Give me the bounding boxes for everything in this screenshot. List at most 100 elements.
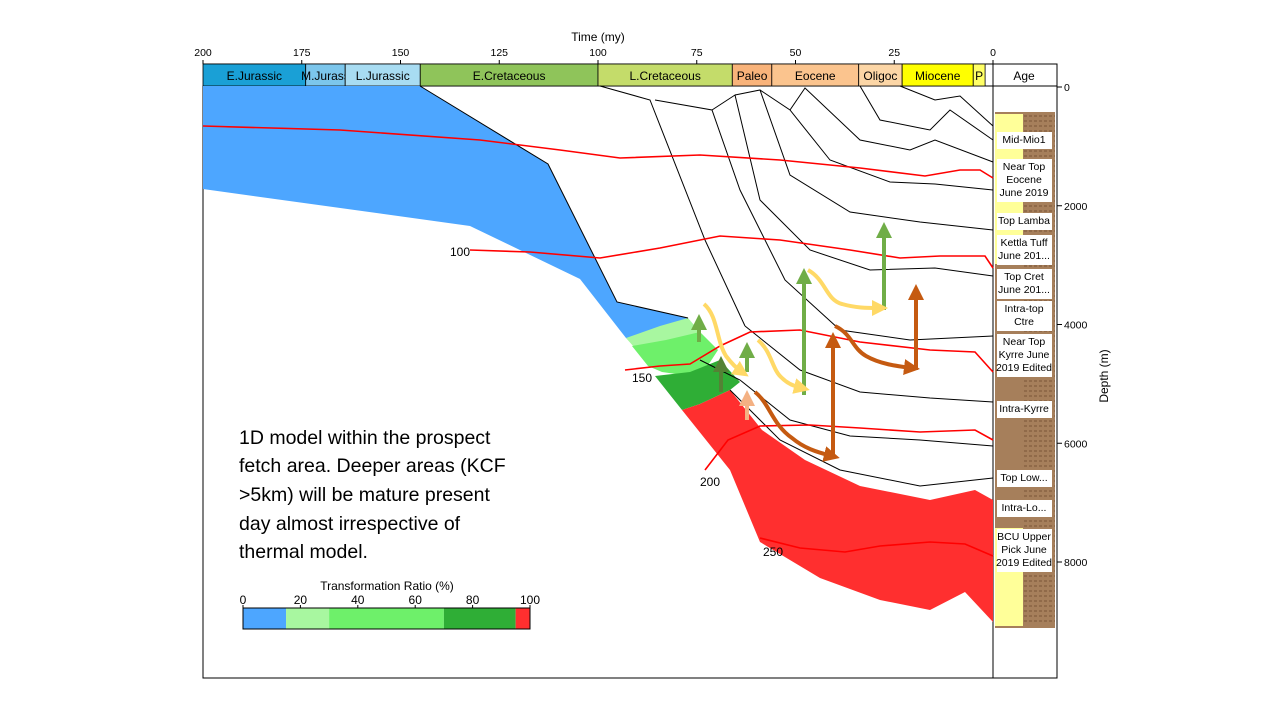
time-axis-ticks: 200 175 150 125 100 75 50 25 0 <box>194 47 996 64</box>
depth-tick-label: 4000 <box>1064 320 1088 332</box>
isotherm-line <box>469 235 994 269</box>
legend-bin <box>443 608 516 629</box>
period-label: L.Jurassic <box>356 69 410 83</box>
tr-zone-high <box>655 360 740 410</box>
period-label: L.Cretaceous <box>629 69 700 83</box>
horizon-line <box>744 325 994 403</box>
horizon-line <box>699 359 994 447</box>
caption-line-2: fetch area. Deeper areas (KCF <box>239 455 506 477</box>
formation-label-box <box>997 470 1052 487</box>
time-tick-label: 125 <box>490 47 508 59</box>
caption-line-3: >5km) will be mature present <box>239 484 490 506</box>
isotherm-line <box>202 125 994 179</box>
formation-label: Near Top Kyrre June 2019 Edited <box>996 336 1052 374</box>
depth-tick-label: 2000 <box>1064 201 1088 213</box>
time-tick-label: 75 <box>691 47 703 59</box>
isotherm-label-200: 200 <box>700 475 720 489</box>
caption-line-5: thermal model. <box>239 541 368 563</box>
formation-labels: Mid-Mio1 Near Top Eocene June 2019 Top Lamba… <box>996 132 1052 572</box>
period-label: E.Cretaceous <box>473 69 546 83</box>
legend-tick-label: 100 <box>520 593 540 607</box>
caption: 1D model within the prospect fetch area.… <box>239 427 506 563</box>
formation-label: BCU Upper Pick June 2019 Edited <box>996 531 1052 569</box>
lithology-column: Mid-Mio1 Near Top Eocene June 2019 Top Lamba… <box>995 112 1055 628</box>
caption-line-4: day almost irrespective of <box>239 513 461 535</box>
period-label: P <box>975 69 983 83</box>
depth-axis-title: Depth (m) <box>1097 349 1111 402</box>
caption-line-1: 1D model within the prospect <box>239 427 491 449</box>
time-axis-title: Time (my) <box>571 30 625 44</box>
depth-axis-ticks: 0 2000 4000 6000 8000 <box>1057 82 1088 569</box>
formation-label: Intra-top Ctre <box>1004 303 1043 328</box>
legend-frame <box>242 607 531 630</box>
horizon-line <box>734 89 994 231</box>
orange-curved-arrow <box>834 324 920 375</box>
formation-label: Intra-Kyrre <box>999 403 1049 415</box>
formation-label-box <box>997 401 1052 418</box>
legend-tick-label: 80 <box>466 593 480 607</box>
period-label: Oligoc <box>863 69 897 83</box>
time-tick-label: 200 <box>194 47 212 59</box>
orange-curved-arrow <box>753 390 840 462</box>
formation-label: Top Lamba <box>998 215 1050 227</box>
horizon-line <box>599 85 746 327</box>
formation-label: Intra-Lo... <box>1002 502 1047 514</box>
period-label: M.Jurass <box>301 69 350 83</box>
horizon-lines <box>419 85 994 487</box>
time-tick-label: 175 <box>293 47 311 59</box>
formation-label-box <box>997 529 1052 572</box>
legend-tick-label: 0 <box>240 593 247 607</box>
age-header-cell <box>992 63 1058 87</box>
time-tick-label: 50 <box>790 47 802 59</box>
time-tick-label: 0 <box>990 47 996 59</box>
horizon-line <box>859 85 994 141</box>
legend-tick-label: 60 <box>409 593 423 607</box>
source-rock-layer <box>203 86 993 622</box>
legend-tick-label: 40 <box>351 593 365 607</box>
depth-tick-label: 0 <box>1064 82 1070 94</box>
formation-label-box <box>997 269 1052 299</box>
horizon-line <box>759 89 994 191</box>
formation-label-box <box>997 159 1052 202</box>
horizon-line <box>899 85 994 127</box>
depth-tick-label: 8000 <box>1064 557 1088 569</box>
horizon-line <box>729 389 994 487</box>
period-label: E.Jurassic <box>227 69 282 83</box>
tr-zone-mid <box>632 332 718 376</box>
formation-label-box <box>997 334 1052 377</box>
legend-ticks: 0 20 40 60 80 100 <box>240 593 540 608</box>
tr-zone-mature <box>682 390 993 622</box>
horizon-line <box>419 85 689 319</box>
time-tick-label: 150 <box>392 47 410 59</box>
formation-label-box <box>997 235 1052 265</box>
formation-label-box <box>997 301 1052 331</box>
age-column-title: Age <box>1013 69 1035 83</box>
tr-zone-immature <box>203 86 705 358</box>
legend-bin <box>515 608 530 629</box>
legend-tick-label: 20 <box>294 593 308 607</box>
tr-legend: Transformation Ratio (%) 0 20 40 60 80 100 <box>240 579 540 630</box>
depth-tick-label: 6000 <box>1064 438 1088 450</box>
formation-label-box <box>997 132 1052 149</box>
period-label: Paleo <box>737 69 768 83</box>
legend-bin <box>329 608 444 629</box>
yellow-curved-arrow <box>756 338 810 394</box>
formation-label: Near Top Eocene June 2019 <box>999 161 1048 199</box>
legend-title: Transformation Ratio (%) <box>320 579 454 593</box>
period-label: Miocene <box>915 69 961 83</box>
legend-bin <box>243 608 287 629</box>
formation-label: Top Cret June 201... <box>998 271 1050 296</box>
formation-label: Top Low... <box>1000 472 1047 484</box>
isotherm-label-100: 100 <box>450 245 470 259</box>
formation-label: Kettla Tuff June 201... <box>998 237 1050 262</box>
time-tick-label: 25 <box>888 47 900 59</box>
period-cell <box>972 63 986 87</box>
time-tick-label: 100 <box>589 47 607 59</box>
legend-bins <box>243 608 530 629</box>
formation-label-box <box>997 500 1052 517</box>
isotherm-line <box>624 329 994 373</box>
isotherm-label-150: 150 <box>632 371 652 385</box>
yellow-curved-arrow <box>702 302 749 377</box>
period-bar: E.Jurassic M.Jurass L.Jurassic E.Cretaceous… <box>202 63 986 87</box>
